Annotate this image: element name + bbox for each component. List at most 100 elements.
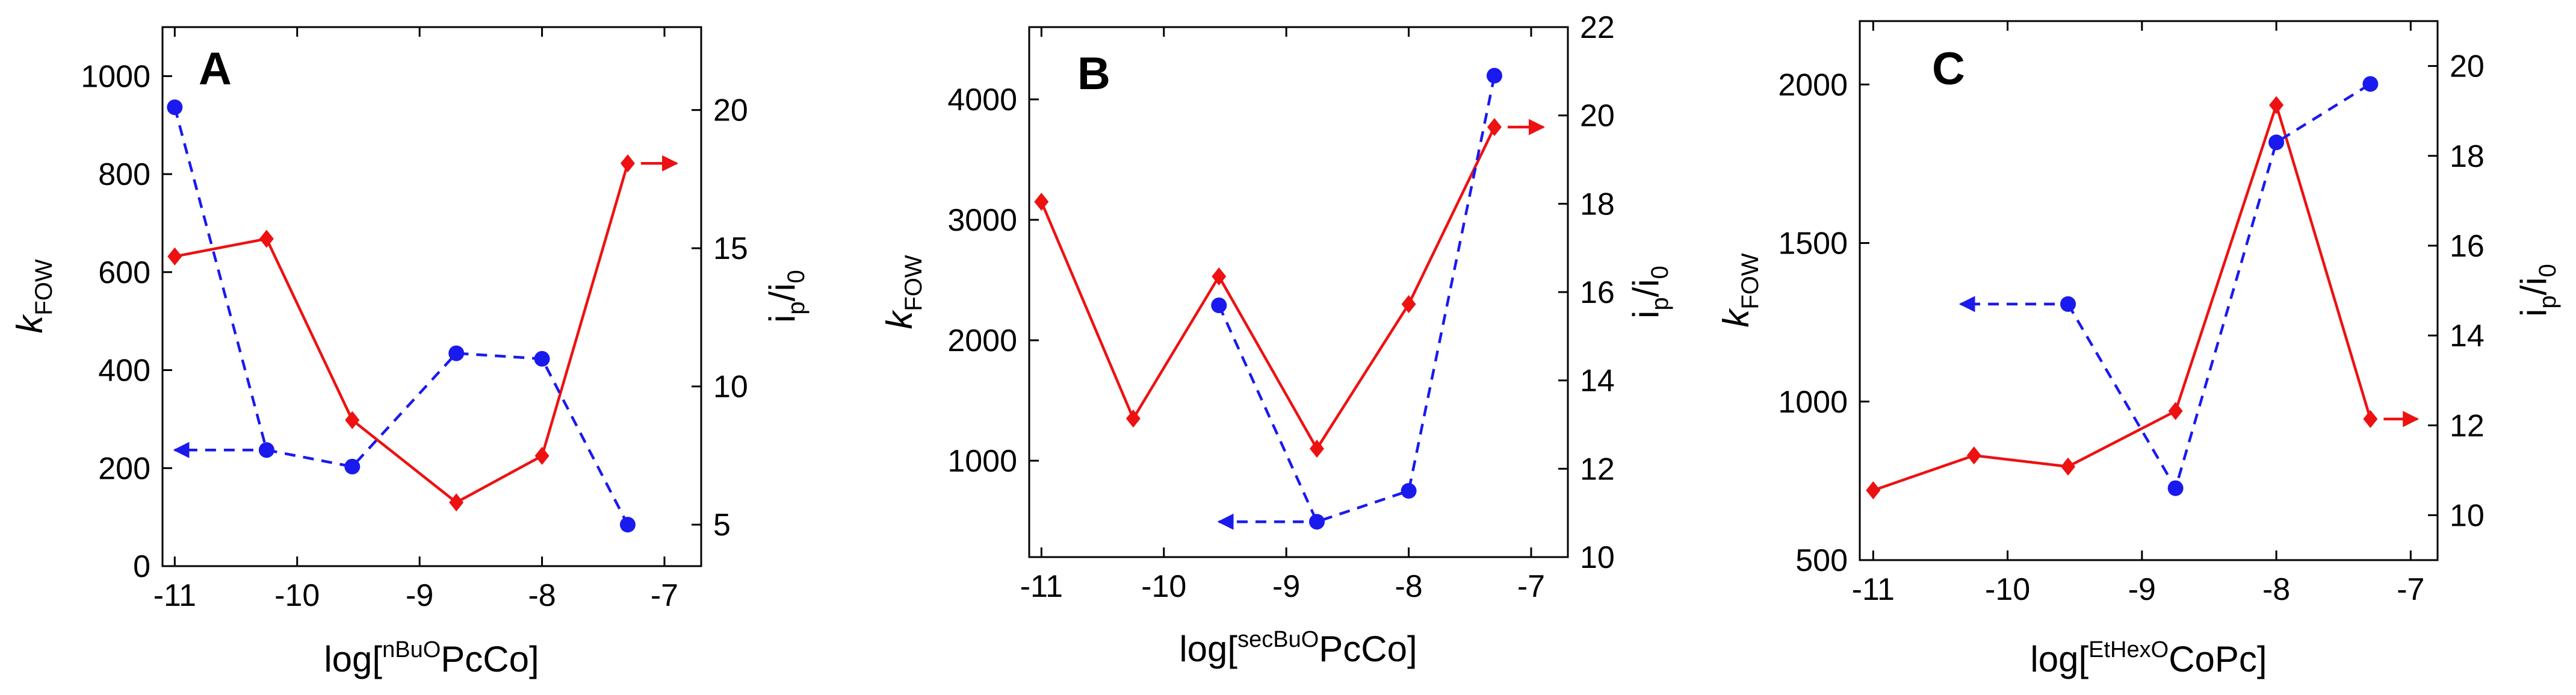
kfow-point (1401, 295, 1416, 313)
y-right-tick-label: 16 (1580, 275, 1615, 310)
y-right-tick-label: 20 (2450, 49, 2485, 84)
y-left-tick-label: 800 (98, 157, 150, 192)
kfow-point (259, 229, 274, 248)
x-tick-label: -8 (528, 578, 556, 613)
y-right-tick-label: 14 (1580, 364, 1615, 399)
panel-c: C -11 -10 -9 -8 -7 500 1000 1500 2000 10 12 14 16 18 2… (1716, 20, 2561, 679)
x-tick-label: -7 (2397, 572, 2424, 607)
x-axis-label-b: log[secBuOPcCo] (1179, 627, 1417, 669)
plot-frame-a (161, 26, 702, 567)
ipi0-point (1486, 67, 1502, 84)
x-tick-label: -7 (651, 578, 678, 613)
panel-a: A -11 -10 -9 -8 -7 0 200 400 600 800 1000 5 10 15 20 l… (10, 26, 810, 679)
y-axis-left-label-a: kFOW (10, 259, 57, 334)
ipi0-point (258, 442, 274, 458)
kfow-point (620, 154, 635, 173)
x-tick-label: -7 (1517, 569, 1545, 604)
y-left-tick-label: 0 (133, 549, 150, 584)
ipi0-point (2362, 76, 2379, 92)
ipi0-point (2060, 296, 2076, 312)
x-axis-label-a: log[nBuOPcCo] (324, 637, 539, 679)
y-left-tick-label: 600 (98, 255, 150, 290)
kfow-point (1125, 410, 1141, 428)
plot-frame-b (1028, 26, 1569, 558)
x-tick-label: -11 (1852, 572, 1895, 607)
ipi0-point (2167, 480, 2184, 496)
kfow-point (2061, 457, 2076, 476)
x-tick-label: -8 (2262, 572, 2290, 607)
y-right-tick-label: 10 (713, 370, 748, 405)
y-left-tick-label: 1500 (1778, 226, 1848, 261)
x-tick-label: -9 (406, 578, 433, 613)
x-tick-label: -10 (274, 578, 320, 613)
ipi0-point (1401, 483, 1417, 499)
y-left-tick-label: 3000 (947, 203, 1017, 238)
kfow-point (2168, 402, 2183, 420)
x-tick-label: -8 (1395, 569, 1422, 604)
y-left-tick-label: 1000 (81, 59, 150, 94)
y-axis-right-label-a: ip/i0 (762, 270, 810, 323)
kfow-point (1866, 481, 1881, 500)
plot-frame-c (1859, 20, 2439, 561)
y-left-tick-label: 1000 (947, 444, 1017, 479)
y-right-tick-label: 5 (713, 508, 731, 543)
ipi0-point (167, 99, 183, 116)
kfow-point (534, 446, 550, 465)
x-tick-label: -9 (1272, 569, 1300, 604)
series-line-kfow (1872, 101, 2372, 492)
x-tick-label: -9 (2128, 572, 2156, 607)
marks-c: -11 -10 -9 -8 -7 500 1000 1500 2000 10 12 14 16 18 20 (1778, 21, 2485, 607)
y-axis-left-label-b: kFOW (879, 255, 927, 329)
ipi0-point (1309, 514, 1325, 530)
ipi0-point (2268, 134, 2285, 151)
panel-label-c: C (1932, 43, 1965, 95)
y-left-tick-label: 1000 (1778, 385, 1848, 420)
y-left-tick-label: 2000 (1778, 67, 1848, 102)
y-left-tick-label: 4000 (947, 83, 1017, 117)
y-left-tick-label: 400 (98, 354, 150, 388)
y-right-tick-label: 14 (2450, 319, 2485, 354)
series-line-ipi0 (2067, 83, 2371, 492)
y-axis-right-label-c: ip/i0 (2513, 264, 2561, 317)
x-tick-label: -11 (153, 578, 196, 613)
kfow-point (1034, 193, 1049, 211)
kfow-point (1310, 440, 1325, 458)
series-line-ipi0 (173, 107, 629, 526)
y-right-tick-label: 20 (1580, 99, 1615, 134)
kfow-point (1966, 446, 1981, 465)
kfow-point (1212, 267, 1227, 285)
y-right-tick-label: 16 (2450, 229, 2485, 264)
y-axis-right-label-b: ip/i0 (1626, 266, 1673, 319)
ipi0-point (619, 517, 636, 533)
x-tick-label: -10 (1141, 569, 1186, 604)
y-left-tick-label: 500 (1795, 543, 1848, 578)
panel-b: B -11 -10 -9 -8 -7 1000 2000 3000 4000 10 12 14 16 18… (879, 10, 1673, 669)
y-left-tick-label: 2000 (947, 323, 1017, 358)
panel-label-b: B (1077, 48, 1110, 99)
kfow-point (345, 411, 360, 429)
y-right-tick-label: 18 (1580, 187, 1615, 222)
y-right-tick-label: 20 (713, 93, 748, 128)
kfow-point (1487, 118, 1502, 136)
kfow-point (2363, 410, 2378, 428)
ipi0-point (448, 345, 465, 361)
panel-label-a: A (199, 43, 232, 95)
kfow-point (449, 493, 464, 512)
marks-a: -11 -10 -9 -8 -7 0 200 400 600 800 1000 5 10 15 20 (81, 27, 748, 613)
ipi0-point (344, 458, 361, 475)
y-right-tick-label: 22 (1580, 10, 1615, 45)
kfow-point (2269, 96, 2284, 114)
series-line-kfow (174, 163, 630, 504)
y-right-tick-label: 10 (1580, 540, 1615, 575)
y-right-tick-label: 10 (2450, 498, 2485, 533)
x-tick-label: -11 (1020, 569, 1063, 604)
series-line-ipi0 (1218, 75, 1496, 524)
series-line-kfow (1040, 126, 1496, 452)
x-axis-label-c: log[EtHexOCoPc] (2030, 637, 2267, 679)
marks-b: -11 -10 -9 -8 -7 1000 2000 3000 4000 10 12 14 16 18 20… (947, 10, 1615, 604)
x-tick-label: -10 (1985, 572, 2030, 607)
y-right-tick-label: 15 (713, 231, 748, 266)
ipi0-point (1211, 298, 1227, 313)
ipi0-point (534, 351, 550, 367)
